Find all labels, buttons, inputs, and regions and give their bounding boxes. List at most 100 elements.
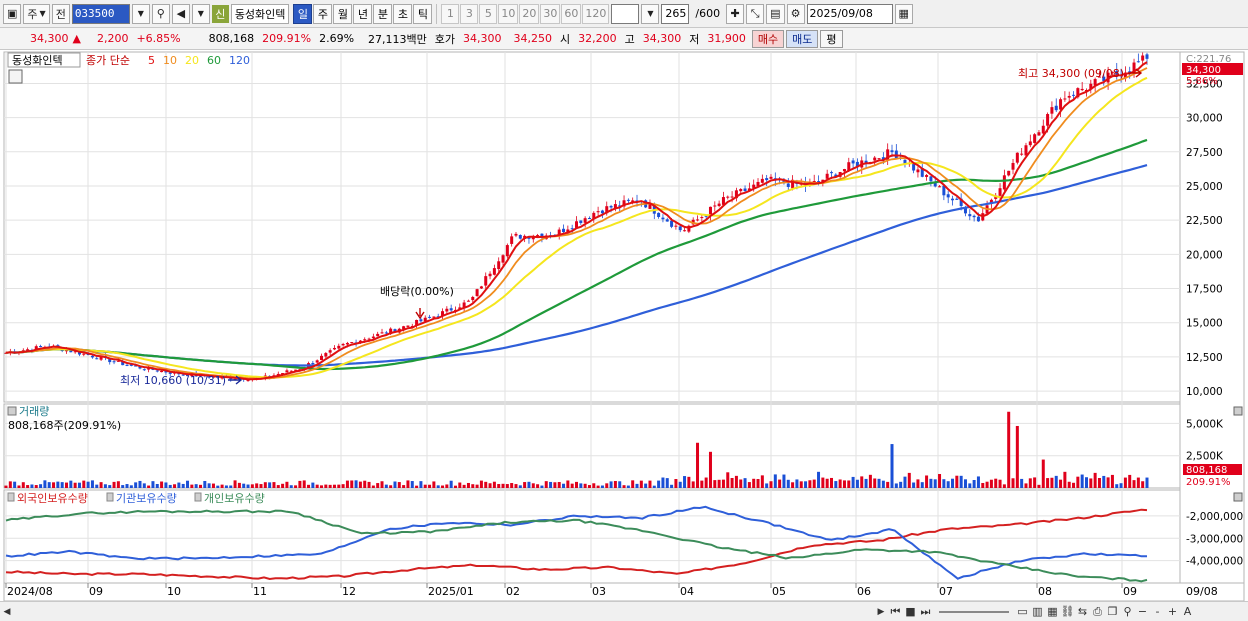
stop-icon[interactable]: ■ <box>905 605 916 618</box>
period-tab[interactable]: 틱 <box>413 3 433 24</box>
copy-icon[interactable]: ❐ <box>1107 605 1118 618</box>
volume-close-icon[interactable] <box>1233 406 1243 416</box>
chart-area[interactable]: 10,000 12,500 15,000 17,500 20,000 22,500 25,0… <box>0 50 1248 602</box>
draw-tool-icon[interactable]: ⤡ <box>746 3 765 24</box>
minus-icon[interactable]: − <box>1137 605 1148 618</box>
text-size-icon[interactable]: A <box>1183 605 1192 618</box>
interval-button[interactable]: 1 <box>441 3 460 24</box>
candle-body <box>1046 114 1050 126</box>
right-axis-frame <box>1179 51 1245 584</box>
link-icon[interactable]: ⛓ <box>1060 605 1075 618</box>
candle-body <box>112 361 116 363</box>
x-tick-label: 10 <box>167 585 181 598</box>
volume-bar <box>600 485 604 488</box>
scroll-left-icon[interactable]: ◀ <box>3 606 11 617</box>
interval-input[interactable] <box>611 3 640 24</box>
flat-button[interactable]: 평 <box>820 29 843 48</box>
volume-bar <box>951 478 955 488</box>
interval-button[interactable]: 30 <box>540 3 561 24</box>
candle-body <box>557 229 561 236</box>
volume-bar <box>95 484 99 488</box>
chart-type-icon[interactable]: ▣ <box>3 3 22 24</box>
candle-body <box>566 229 570 234</box>
candle-body <box>285 370 289 373</box>
holding-line-0 <box>5 508 1148 581</box>
volume-bar <box>436 485 440 488</box>
volume-bar <box>272 482 276 488</box>
period-tab[interactable]: 일 <box>293 3 313 24</box>
price-title-box[interactable] <box>7 52 81 68</box>
sell-button[interactable]: 매도 <box>786 29 819 48</box>
volume-bar <box>929 478 933 488</box>
volume-bar <box>907 472 911 488</box>
volume-bars <box>4 411 1149 488</box>
interval-button[interactable]: 20 <box>519 3 540 24</box>
period-tab[interactable]: 초 <box>393 3 413 24</box>
volume-bar <box>26 485 30 488</box>
candle-body <box>142 369 146 371</box>
interval-button[interactable]: 5 <box>479 3 498 24</box>
interval-button[interactable]: 3 <box>460 3 479 24</box>
zoom-slider[interactable] <box>939 610 1009 613</box>
candle-body <box>687 225 691 232</box>
tile-icon[interactable]: ▦ <box>1047 605 1058 618</box>
period-tab[interactable]: 월 <box>333 3 353 24</box>
save-icon[interactable]: ▤ <box>766 3 785 24</box>
scroll-track[interactable] <box>14 604 874 619</box>
layout-icon[interactable]: ▭ <box>1017 605 1028 618</box>
candle-body <box>134 365 138 367</box>
panel-menu-icon[interactable] <box>8 69 23 84</box>
period-select[interactable]: 주 ▼ <box>23 3 50 24</box>
candle-body <box>1076 88 1080 98</box>
prev-button[interactable]: 전 <box>51 3 70 24</box>
volume-menu-icon[interactable] <box>7 406 17 416</box>
split-icon[interactable]: ▥ <box>1032 605 1043 618</box>
calendar-icon[interactable]: ▦ <box>894 3 913 24</box>
holding-close-icon[interactable] <box>1233 492 1243 502</box>
interval-dropdown[interactable]: ▼ <box>641 3 660 24</box>
scroll-right-icon[interactable]: ▶ <box>877 606 885 617</box>
last-page-icon[interactable]: ⏭ <box>920 604 931 618</box>
zoom-icon[interactable]: ⚲ <box>1123 605 1132 618</box>
volume-bar <box>246 484 250 488</box>
period-tab[interactable]: 주 <box>313 3 333 24</box>
candle-body <box>734 190 738 199</box>
candle-body <box>951 198 955 201</box>
print-icon[interactable]: ⎙ <box>1093 604 1102 618</box>
holding-lines <box>5 505 1148 583</box>
sound-icon[interactable]: ◀︎ <box>171 3 190 24</box>
crosshair-icon[interactable]: ✚ <box>726 3 745 24</box>
search-icon[interactable]: ⚲ <box>151 3 170 24</box>
sound-dropdown[interactable]: ▼ <box>191 3 210 24</box>
volume-bar <box>112 481 116 488</box>
chart-svg[interactable]: 10,000 12,500 15,000 17,500 20,000 22,500 25,0… <box>0 50 1248 602</box>
plus-small-icon[interactable]: + <box>1167 605 1178 618</box>
first-page-icon[interactable]: ⏮ <box>890 604 901 618</box>
count-input[interactable]: 265 <box>661 3 690 24</box>
stock-code-input[interactable]: 033500 <box>71 3 130 24</box>
minus-small-icon[interactable]: - <box>1155 605 1160 618</box>
volume-bar <box>298 480 302 488</box>
candle-body <box>1020 153 1024 155</box>
code-dropdown[interactable]: ▼ <box>131 3 150 24</box>
buy-button[interactable]: 매수 <box>751 29 785 48</box>
date-input[interactable]: 2025/09/08 <box>806 3 893 24</box>
volume-bar <box>56 481 60 488</box>
interval-button[interactable]: 10 <box>498 3 519 24</box>
candle-body <box>1037 132 1041 136</box>
interval-button[interactable]: 60 <box>561 3 582 24</box>
volume-bar <box>311 482 315 488</box>
candle-body <box>129 364 133 366</box>
volume-bar <box>242 483 246 488</box>
volume-bar <box>410 481 414 488</box>
volume-bar <box>652 485 656 488</box>
candle-body <box>376 333 380 337</box>
candle-body <box>1093 79 1097 86</box>
period-tab[interactable]: 년 <box>353 3 373 24</box>
interval-buttons: 1 3 5 10 20 30 60 120 <box>441 3 610 24</box>
period-tab[interactable]: 분 <box>373 3 393 24</box>
gear-icon[interactable]: ⚙ <box>786 3 805 24</box>
compare-icon[interactable]: ⇆ <box>1077 605 1088 618</box>
volume-bar <box>527 481 531 488</box>
interval-button[interactable]: 120 <box>582 3 610 24</box>
